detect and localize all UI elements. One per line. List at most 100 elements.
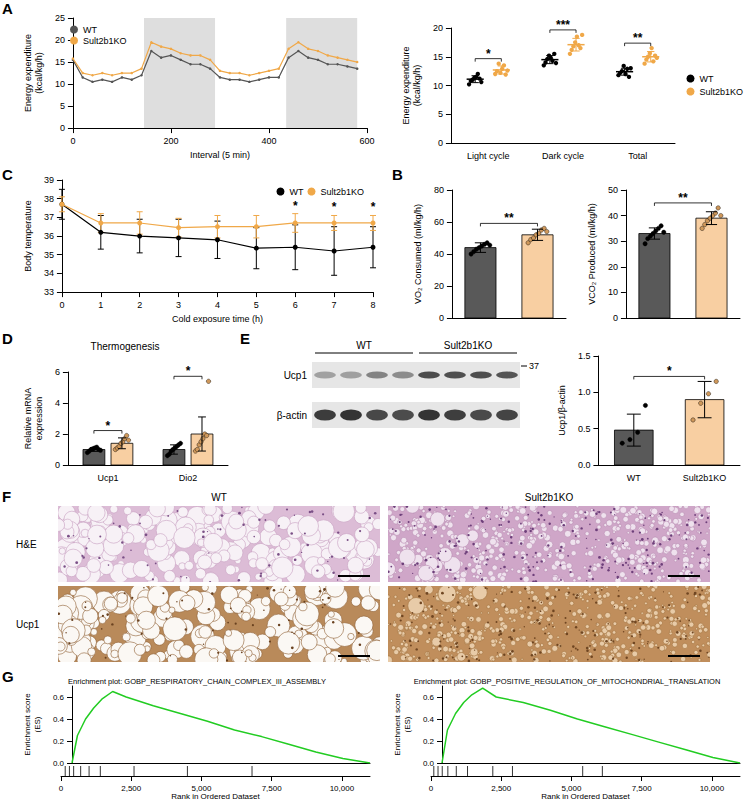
svg-text:0.4: 0.4	[53, 715, 65, 724]
svg-text:Sult2b1KO: Sult2b1KO	[83, 36, 127, 46]
svg-text:0: 0	[429, 784, 434, 793]
svg-text:4: 4	[55, 398, 60, 408]
svg-text:WT: WT	[289, 187, 303, 197]
svg-text:0.0: 0.0	[53, 759, 65, 768]
svg-text:0.2: 0.2	[423, 737, 435, 746]
svg-text:2: 2	[137, 300, 142, 310]
svg-text:expression: expression	[34, 397, 44, 441]
svg-text:39: 39	[44, 175, 54, 185]
svg-text:20: 20	[433, 23, 443, 33]
svg-text:Total: Total	[628, 151, 647, 161]
svg-text:38: 38	[44, 194, 54, 204]
svg-text:600: 600	[359, 136, 374, 146]
svg-text:7,500: 7,500	[262, 784, 283, 793]
svg-text:0.0: 0.0	[423, 759, 435, 768]
svg-text:10: 10	[433, 81, 443, 91]
svg-text:Ucp1: Ucp1	[284, 370, 308, 381]
svg-text:Sult2b1KO: Sult2b1KO	[444, 340, 493, 351]
svg-text:**: **	[678, 191, 688, 205]
svg-text:30: 30	[608, 236, 618, 246]
svg-text:Sult2b1KO: Sult2b1KO	[320, 187, 364, 197]
svg-text:Sult2b1KO: Sult2b1KO	[525, 492, 574, 503]
svg-text:8: 8	[370, 300, 375, 310]
svg-text:WT: WT	[83, 25, 97, 35]
svg-text:0.5: 0.5	[578, 424, 591, 434]
svg-text:WT: WT	[627, 473, 641, 483]
svg-text:1: 1	[98, 300, 103, 310]
svg-text:40: 40	[434, 249, 444, 259]
svg-text:Rank in Ordered Dataset: Rank in Ordered Dataset	[171, 792, 260, 801]
svg-text:Enrichment plot: GOBP_POSITIVE: Enrichment plot: GOBP_POSITIVE_REGULATIO…	[414, 677, 721, 686]
svg-text:10,000: 10,000	[700, 784, 725, 793]
svg-text:2,500: 2,500	[491, 784, 512, 793]
svg-text:0: 0	[59, 784, 64, 793]
svg-text:Ucp1/β-actin: Ucp1/β-actin	[557, 385, 567, 436]
svg-text:36: 36	[44, 231, 54, 241]
svg-text:**: **	[633, 31, 643, 45]
svg-text:WT: WT	[356, 340, 372, 351]
svg-text:0: 0	[55, 460, 60, 470]
svg-text:*: *	[293, 199, 298, 213]
svg-text:H&E: H&E	[16, 539, 37, 550]
svg-text:6: 6	[55, 367, 60, 377]
svg-text:Relative mRNA: Relative mRNA	[23, 388, 33, 450]
svg-text:*: *	[332, 200, 337, 214]
svg-text:Dio2: Dio2	[179, 473, 198, 483]
svg-text:(kcal/kg/h): (kcal/kg/h)	[34, 52, 44, 94]
svg-text:Ucp1: Ucp1	[97, 473, 118, 483]
svg-text:0: 0	[70, 136, 75, 146]
svg-text:0: 0	[60, 123, 65, 133]
svg-text:35: 35	[44, 250, 54, 260]
svg-text:Enrichment score: Enrichment score	[23, 693, 32, 756]
svg-text:200: 200	[163, 136, 178, 146]
svg-text:1.5: 1.5	[578, 351, 591, 361]
svg-text:0.6: 0.6	[53, 693, 65, 702]
svg-text:5: 5	[438, 109, 443, 119]
svg-text:Enrichment plot: GOBP_RESPIRAT: Enrichment plot: GOBP_RESPIRATORY_CHAIN_…	[68, 677, 326, 686]
svg-text:0: 0	[613, 313, 618, 323]
svg-text:3: 3	[176, 300, 181, 310]
svg-text:Cold exposure time (h): Cold exposure time (h)	[172, 314, 263, 324]
svg-text:20: 20	[55, 35, 65, 45]
svg-text:Dark cycle: Dark cycle	[542, 151, 584, 161]
svg-text:0.0: 0.0	[578, 460, 591, 470]
svg-text:50: 50	[608, 185, 618, 195]
svg-text:Thermogenesis: Thermogenesis	[91, 341, 160, 352]
svg-text:***: ***	[556, 18, 570, 32]
svg-text:*: *	[371, 200, 376, 214]
svg-text:15: 15	[433, 52, 443, 62]
svg-text:0: 0	[59, 300, 64, 310]
svg-text:2,500: 2,500	[121, 784, 142, 793]
svg-text:10,000: 10,000	[330, 784, 355, 793]
svg-text:60: 60	[434, 217, 444, 227]
svg-text:7: 7	[332, 300, 337, 310]
svg-text:*: *	[106, 419, 111, 433]
svg-text:5,000: 5,000	[561, 784, 582, 793]
svg-text:Sult2b1KO: Sult2b1KO	[699, 87, 743, 97]
svg-text:*: *	[186, 364, 191, 378]
svg-text:7,500: 7,500	[632, 784, 653, 793]
svg-text:WT: WT	[699, 74, 713, 84]
svg-text:0: 0	[439, 313, 444, 323]
svg-text:40: 40	[608, 211, 618, 221]
svg-text:Light cycle: Light cycle	[467, 151, 510, 161]
svg-text:(ES): (ES)	[33, 716, 42, 732]
svg-text:6: 6	[293, 300, 298, 310]
svg-text:5,000: 5,000	[191, 784, 212, 793]
svg-text:**: **	[504, 211, 514, 225]
svg-text:VCO₂ Produced (ml/kg/h): VCO₂ Produced (ml/kg/h)	[587, 203, 597, 305]
svg-text:400: 400	[261, 136, 276, 146]
svg-text:0.6: 0.6	[423, 693, 435, 702]
svg-text:5: 5	[254, 300, 259, 310]
svg-text:Sult2b1KO: Sult2b1KO	[683, 473, 727, 483]
svg-text:*: *	[667, 364, 672, 378]
svg-text:10: 10	[55, 79, 65, 89]
svg-text:Interval (5 min): Interval (5 min)	[190, 150, 250, 160]
svg-text:WT: WT	[211, 492, 227, 503]
svg-text:Rank in Ordered Dataset: Rank in Ordered Dataset	[541, 792, 630, 801]
svg-text:Enrichment score: Enrichment score	[393, 693, 402, 756]
svg-text:Ucp1: Ucp1	[16, 619, 40, 630]
svg-text:20: 20	[608, 262, 618, 272]
svg-text:VO₂ Consumed (ml/kg/h): VO₂ Consumed (ml/kg/h)	[413, 204, 423, 304]
svg-text:4: 4	[215, 300, 220, 310]
